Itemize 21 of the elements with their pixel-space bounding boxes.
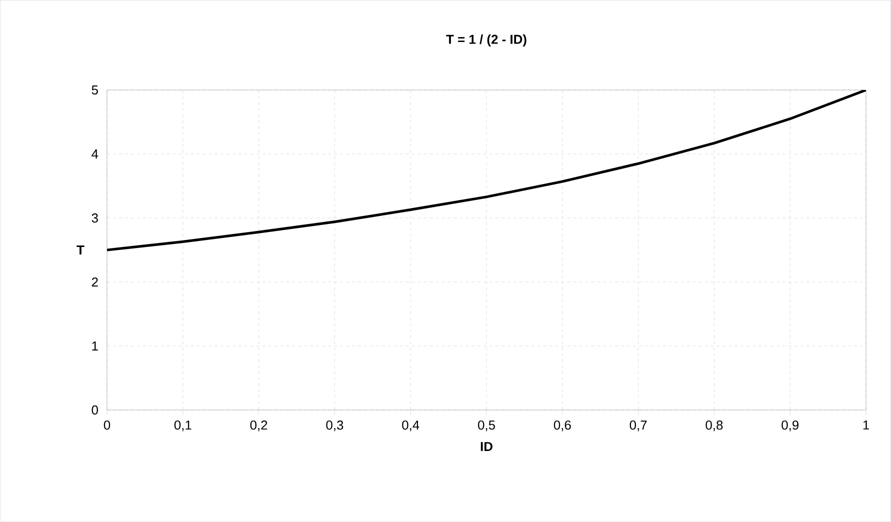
y-tick-label: 2 [92, 277, 98, 287]
x-tick-label: 0,1 [174, 420, 192, 432]
x-tick-label: 0 [104, 420, 110, 430]
x-tick-label: 1 [863, 420, 869, 430]
x-axis-title: ID [480, 442, 492, 451]
x-tick-label: 0,6 [554, 420, 571, 432]
y-tick-label: 3 [92, 213, 98, 223]
x-tick-label: 0,4 [402, 420, 420, 432]
y-tick-label: 1 [92, 342, 98, 350]
x-tick-label: 0,5 [478, 420, 495, 432]
y-tick-label: 5 [92, 85, 98, 95]
x-tick-label: 0,3 [326, 420, 344, 432]
x-tick-label: 0,2 [250, 420, 268, 432]
chart-title: T = 1 / (2 - ID) [446, 34, 526, 46]
x-tick-label: 0,9 [782, 420, 798, 432]
y-axis-title: T [76, 246, 84, 254]
y-tick-label: 0 [92, 405, 98, 415]
y-tick-label: 4 [92, 150, 98, 158]
line-series [107, 90, 866, 252]
x-tick-label: 0,7 [630, 420, 647, 432]
x-tick-label: 0,8 [706, 420, 723, 432]
